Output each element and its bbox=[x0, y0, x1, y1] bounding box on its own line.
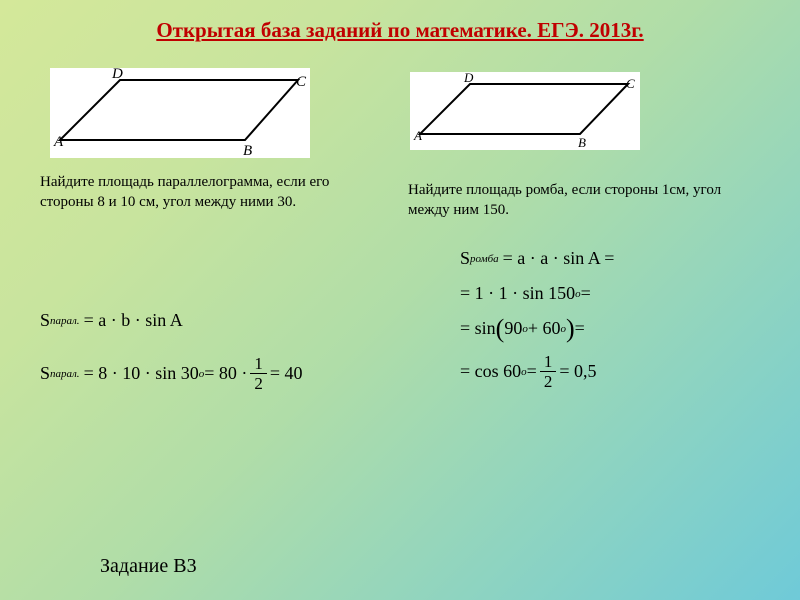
task-label: Задание В3 bbox=[100, 555, 197, 578]
vertex-d: D bbox=[111, 68, 123, 82]
problem-text-right: Найдите площадь ромба, если стороны 1см,… bbox=[408, 180, 728, 221]
formula-block-left: Sпарал. = a · b · sin A Sпарал. = 8 · 10… bbox=[40, 310, 303, 416]
vertex-a: A bbox=[53, 134, 64, 150]
vertex-b: B bbox=[578, 135, 586, 150]
formula-block-right: Sромба = a · a · sin A = = 1 · 1 · sin 1… bbox=[460, 248, 614, 404]
figure-parallelogram-left: A B C D bbox=[50, 68, 310, 158]
vertex-c: C bbox=[626, 76, 635, 91]
problem-text-left: Найдите площадь параллелограмма, если ег… bbox=[40, 172, 340, 213]
figure-parallelogram-right: A B C D bbox=[410, 72, 640, 150]
page-title: Открытая база заданий по математике. ЕГЭ… bbox=[0, 0, 800, 43]
formula-right-line1: Sромба = a · a · sin A = bbox=[460, 248, 614, 269]
formula-right-line3: = sin ( 90o + 60o ) = bbox=[460, 318, 614, 339]
formula-left-line2: Sпарал. = 8 · 10 · sin 30o = 80 · 12 = 4… bbox=[40, 355, 303, 392]
vertex-c: C bbox=[296, 74, 307, 90]
vertex-d: D bbox=[463, 72, 474, 85]
formula-right-line4: = cos 60o = 12 = 0,5 bbox=[460, 353, 614, 390]
vertex-b: B bbox=[243, 143, 252, 158]
formula-left-line1: Sпарал. = a · b · sin A bbox=[40, 310, 303, 331]
vertex-a: A bbox=[413, 128, 422, 143]
formula-right-line2: = 1 · 1 · sin 150o = bbox=[460, 283, 614, 304]
